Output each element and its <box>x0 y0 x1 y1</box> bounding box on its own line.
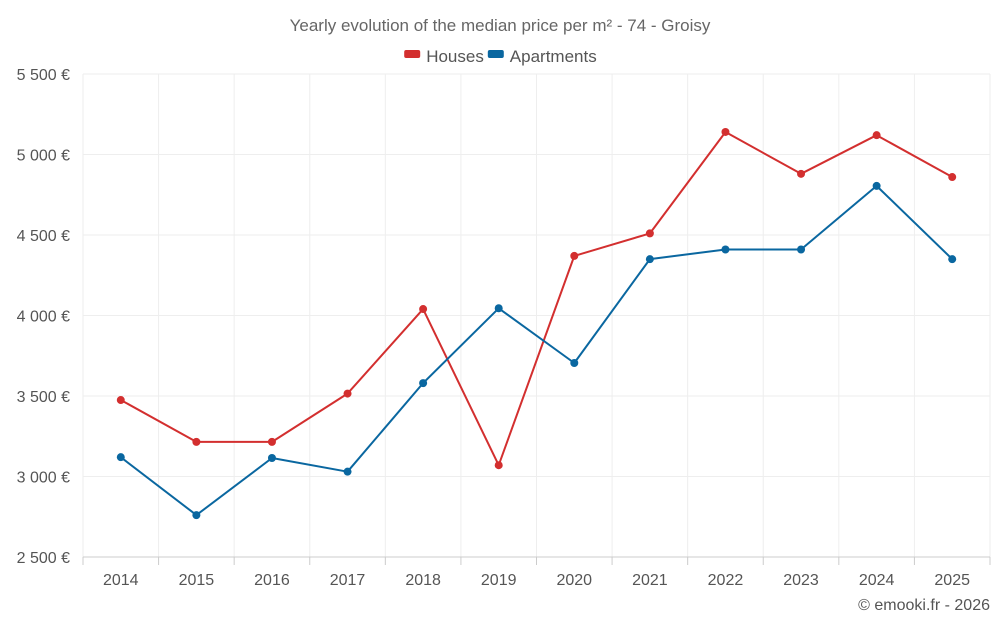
x-tick-label: 2018 <box>405 572 441 589</box>
legend: Houses Apartments <box>404 47 597 66</box>
data-point-houses <box>494 461 503 470</box>
data-point-houses <box>267 437 276 446</box>
data-point-apartments <box>267 453 276 462</box>
x-tick-label: 2022 <box>708 572 744 589</box>
data-point-apartments <box>872 181 881 190</box>
data-point-apartments <box>343 467 352 476</box>
data-point-houses <box>872 131 881 140</box>
series-layer <box>116 127 957 520</box>
data-point-houses <box>570 251 579 260</box>
y-tick-label: 3 000 € <box>17 470 70 487</box>
legend-swatch-houses <box>404 50 421 58</box>
data-point-apartments <box>721 245 730 254</box>
data-point-apartments <box>797 245 806 254</box>
series-line-houses <box>120 131 953 467</box>
data-point-apartments <box>948 255 957 264</box>
y-tick-label: 2 500 € <box>17 550 70 567</box>
x-tick-label: 2025 <box>934 572 970 589</box>
y-tick-label: 5 500 € <box>17 67 70 84</box>
x-tick-label: 2017 <box>330 572 366 589</box>
data-point-apartments <box>570 358 579 367</box>
x-tick-label: 2019 <box>481 572 517 589</box>
data-point-apartments <box>645 255 654 264</box>
data-point-apartments <box>494 304 503 313</box>
data-point-houses <box>645 229 654 238</box>
legend-label-apartments: Apartments <box>510 47 597 66</box>
y-tick-label: 3 500 € <box>17 389 70 406</box>
data-point-apartments <box>192 511 201 520</box>
x-tick-label: 2016 <box>254 572 290 589</box>
data-point-apartments <box>419 379 428 388</box>
x-tick-label: 2015 <box>179 572 215 589</box>
x-tick-label: 2021 <box>632 572 668 589</box>
x-tick-label: 2014 <box>103 572 139 589</box>
legend-swatch-apartments <box>487 50 504 58</box>
x-tick-label: 2020 <box>556 572 592 589</box>
data-point-apartments <box>116 453 125 462</box>
x-tick-label: 2024 <box>859 572 895 589</box>
data-point-houses <box>192 437 201 446</box>
y-tick-label: 5 000 € <box>17 148 70 165</box>
data-point-houses <box>116 396 125 405</box>
data-point-houses <box>948 173 957 182</box>
grid-lines <box>82 73 991 557</box>
axes: 2 500 € 3 000 € 3 500 € 4 000 € 4 500 € 5 000… <box>17 67 991 589</box>
data-point-houses <box>343 389 352 398</box>
chart-title: Yearly evolution of the median price per… <box>290 16 711 35</box>
credit-text: © emooki.fr - 2026 <box>858 597 990 614</box>
data-point-houses <box>419 305 428 314</box>
data-point-houses <box>721 127 730 136</box>
legend-label-houses: Houses <box>426 47 484 66</box>
series-line-apartments <box>120 184 953 517</box>
y-tick-label: 4 500 € <box>17 228 70 245</box>
x-tick-label: 2023 <box>783 572 819 589</box>
y-tick-label: 4 000 € <box>17 309 70 326</box>
data-point-houses <box>797 169 806 178</box>
